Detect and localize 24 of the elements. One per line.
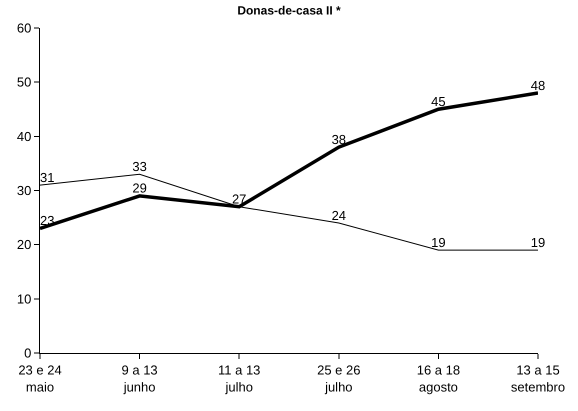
- y-tick-label: 30: [16, 183, 32, 198]
- y-tick-label: 40: [16, 128, 32, 144]
- data-label: 48: [530, 78, 546, 93]
- x-tick-label: 16 a 18 agosto: [416, 362, 460, 394]
- data-label: 24: [332, 208, 346, 223]
- data-label: 45: [431, 94, 446, 109]
- y-tick-label: 20: [16, 237, 32, 252]
- y-tick-label: 0: [24, 346, 32, 361]
- data-label: 19: [530, 234, 546, 250]
- data-label: 31: [40, 170, 54, 185]
- chart-title: Donas-de-casa II *: [237, 4, 342, 18]
- data-label: 38: [332, 132, 346, 147]
- data-label: 29: [132, 180, 147, 196]
- y-tick-label: 60: [16, 20, 32, 36]
- x-tick-label: 13 a 15 setembro: [510, 362, 566, 394]
- x-tick-label: 23 e 24 maio: [18, 362, 62, 394]
- x-tick-label: 25 e 26 julho: [317, 362, 360, 394]
- data-label: 33: [132, 159, 147, 174]
- data-label: 27: [232, 192, 246, 206]
- data-label: 19: [431, 234, 446, 250]
- y-tick-label: 50: [16, 74, 32, 90]
- y-tick-label: 10: [16, 291, 32, 306]
- x-tick-label: 9 a 13 junho: [122, 362, 158, 394]
- x-tick-label: 11 a 13 julho: [218, 362, 260, 394]
